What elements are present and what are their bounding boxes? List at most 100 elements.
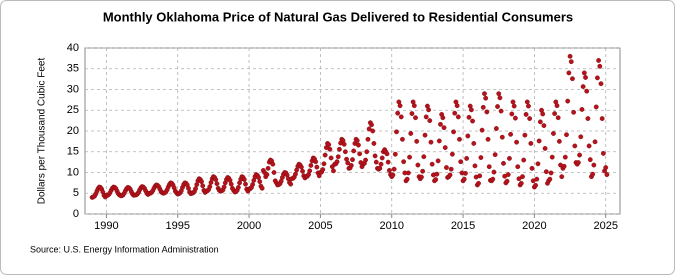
data-point bbox=[604, 172, 610, 177]
data-point bbox=[369, 122, 374, 128]
data-point bbox=[298, 164, 304, 170]
data-point bbox=[600, 151, 606, 156]
data-point bbox=[371, 141, 377, 146]
data-point bbox=[593, 104, 599, 110]
data-point bbox=[444, 165, 449, 170]
data-point bbox=[554, 103, 560, 109]
data-point bbox=[599, 116, 605, 121]
data-point bbox=[575, 160, 581, 165]
data-point bbox=[522, 132, 528, 138]
data-point bbox=[366, 126, 372, 132]
data-point bbox=[529, 165, 535, 171]
data-point bbox=[534, 176, 540, 182]
data-point bbox=[200, 183, 206, 189]
data-point bbox=[342, 149, 348, 155]
data-point bbox=[556, 138, 562, 144]
data-point bbox=[590, 171, 596, 177]
data-point bbox=[452, 110, 458, 116]
data-point bbox=[581, 70, 587, 76]
data-point bbox=[591, 162, 597, 168]
source: Source: U.S. Energy Information Administ… bbox=[30, 244, 219, 254]
data-point bbox=[528, 141, 534, 146]
data-point bbox=[214, 181, 220, 187]
data-point bbox=[300, 168, 305, 174]
data-point bbox=[307, 168, 313, 174]
data-point bbox=[564, 132, 569, 138]
data-point bbox=[461, 176, 467, 182]
data-point bbox=[484, 109, 490, 115]
data-point bbox=[587, 157, 593, 163]
data-point bbox=[370, 128, 376, 134]
data-point bbox=[507, 155, 512, 161]
x-tick-label: 1995 bbox=[165, 220, 189, 232]
data-point bbox=[479, 127, 485, 133]
data-point bbox=[270, 161, 276, 167]
data-point bbox=[540, 111, 546, 117]
data-point bbox=[408, 131, 414, 136]
data-point bbox=[468, 107, 474, 113]
data-point bbox=[345, 160, 351, 166]
y-tick-label: 15 bbox=[67, 146, 79, 158]
x-tick-label: 2000 bbox=[237, 220, 261, 232]
data-point bbox=[572, 143, 578, 149]
data-point bbox=[379, 155, 385, 161]
data-point bbox=[331, 168, 336, 174]
data-point bbox=[568, 59, 574, 65]
data-point bbox=[341, 141, 347, 147]
data-point bbox=[426, 107, 431, 113]
data-point bbox=[552, 111, 558, 116]
data-point bbox=[320, 167, 326, 172]
data-point bbox=[493, 126, 499, 131]
data-point bbox=[377, 165, 383, 171]
data-point bbox=[543, 169, 549, 175]
data-point bbox=[486, 164, 492, 170]
data-point bbox=[372, 153, 378, 159]
data-point bbox=[521, 157, 527, 163]
data-point bbox=[455, 114, 461, 120]
data-point bbox=[401, 159, 407, 165]
data-point bbox=[256, 175, 261, 180]
data-point bbox=[390, 172, 396, 178]
data-point bbox=[466, 114, 472, 120]
data-point bbox=[420, 168, 426, 174]
data-point bbox=[199, 179, 204, 185]
data-point bbox=[596, 58, 601, 63]
data-point bbox=[577, 152, 582, 158]
y-tick-label: 5 bbox=[73, 187, 79, 199]
data-point bbox=[566, 70, 572, 76]
data-point bbox=[595, 75, 600, 81]
data-point bbox=[514, 139, 519, 145]
data-point bbox=[228, 181, 234, 187]
data-point bbox=[571, 109, 577, 115]
data-point bbox=[364, 149, 370, 155]
data-point bbox=[495, 104, 500, 109]
data-point bbox=[508, 131, 514, 137]
data-point bbox=[536, 138, 542, 144]
data-point bbox=[565, 98, 571, 104]
data-point bbox=[512, 115, 518, 121]
data-point bbox=[334, 159, 340, 165]
data-point bbox=[526, 103, 531, 109]
data-point bbox=[386, 168, 392, 173]
data-point bbox=[411, 103, 417, 109]
data-point bbox=[243, 181, 248, 187]
data-point bbox=[378, 161, 384, 167]
data-point bbox=[448, 166, 454, 172]
x-tick-label: 1990 bbox=[94, 220, 118, 232]
data-point bbox=[419, 174, 424, 180]
data-point bbox=[422, 132, 428, 138]
data-point bbox=[441, 125, 447, 131]
data-point bbox=[471, 141, 477, 146]
data-point bbox=[537, 119, 543, 125]
data-point bbox=[288, 181, 294, 187]
data-point bbox=[541, 123, 547, 129]
data-point bbox=[427, 118, 433, 124]
data-point bbox=[451, 129, 456, 135]
data-point bbox=[542, 146, 548, 151]
y-axis-label: Dollars per Thousand Cubic Feet bbox=[37, 58, 48, 205]
data-point bbox=[505, 172, 511, 177]
data-point bbox=[328, 155, 334, 161]
data-point bbox=[464, 155, 470, 161]
data-point bbox=[392, 151, 398, 157]
